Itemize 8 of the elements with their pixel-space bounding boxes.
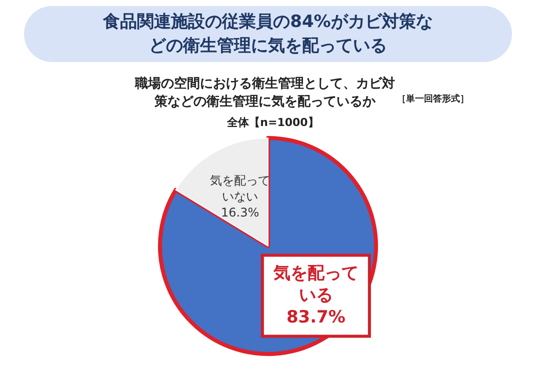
slice-label: 気を配っていない — [210, 173, 270, 204]
slice-label: 気を配っている — [272, 264, 358, 306]
text: ［単一回答形式］ — [397, 94, 469, 104]
data-label: 83.7% — [286, 308, 346, 328]
data-label: 16.3% — [221, 205, 260, 220]
chart-subtitle: 職場の空間における衛生管理として、カビ対策などの衛生管理に気を配っているか — [134, 76, 395, 110]
text: 全体【n=1000】 — [226, 116, 319, 129]
chart-title: 食品関連施設の従業員の84%がカビ対策などの衛生管理に気を配っている — [102, 11, 434, 58]
